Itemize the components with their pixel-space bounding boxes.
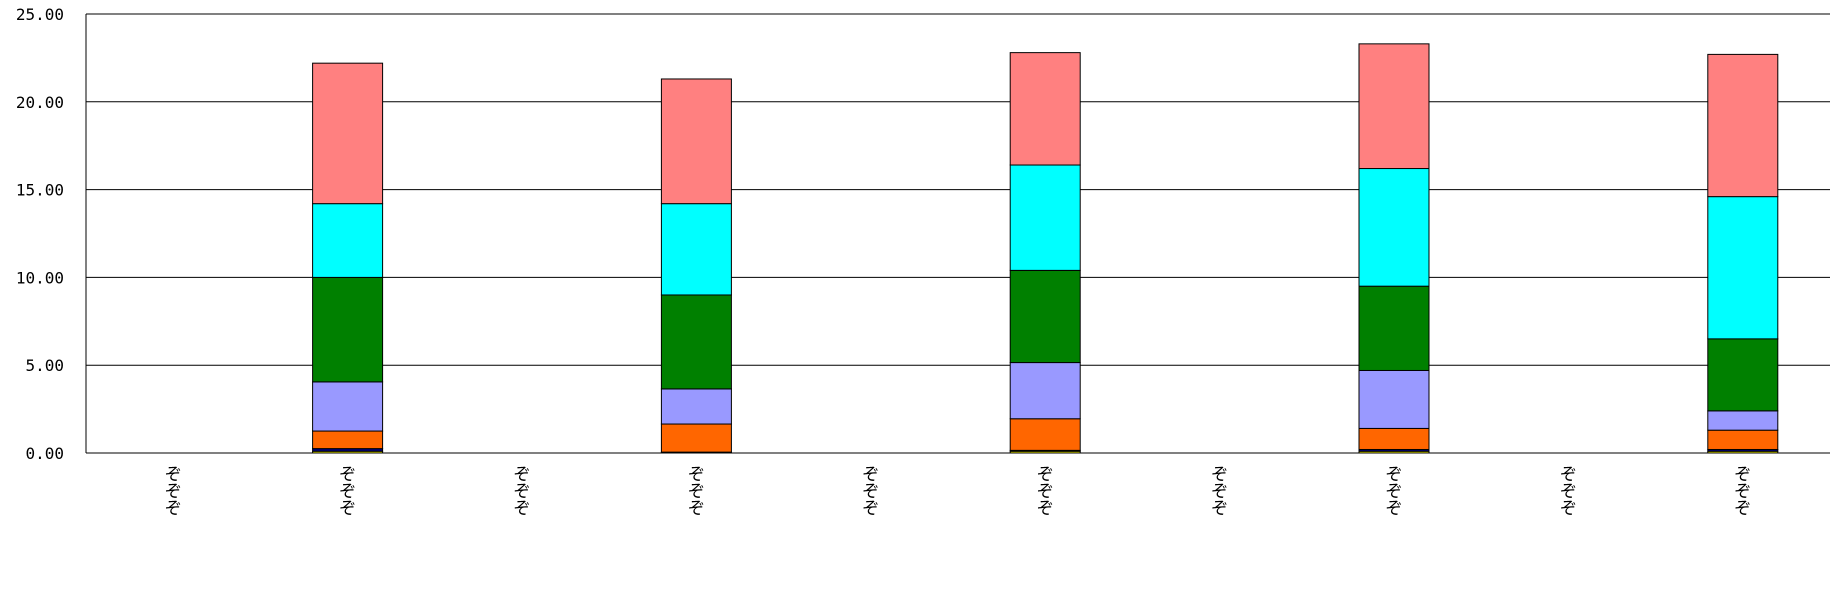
x-tick-label: ぞぞぞ <box>1386 465 1403 519</box>
x-tick-label: ぞぞぞ <box>862 465 879 519</box>
bar-segment <box>1009 164 1081 271</box>
y-tick-label: 15.00 <box>16 181 64 200</box>
x-tick-label: ぞぞぞ <box>688 465 705 519</box>
x-tick-label: ぞぞぞ <box>1211 465 1228 519</box>
bar-segment <box>1707 53 1779 198</box>
x-axis: ぞぞぞ ぞぞぞ ぞぞぞ ぞぞぞ ぞぞぞ ぞぞぞ ぞぞぞ ぞぞぞ ぞぞぞ ぞぞぞ <box>86 452 1830 519</box>
bar-segment <box>1009 418 1081 451</box>
y-tick-label: 5.00 <box>25 356 64 375</box>
y-tick-label: 20.00 <box>16 93 64 112</box>
bar-segment <box>660 203 732 296</box>
y-tick-label: 0.00 <box>25 444 64 463</box>
bar-segment <box>1358 168 1430 287</box>
x-tick-label: ぞぞぞ <box>165 465 182 519</box>
x-tick-label: ぞぞぞ <box>1037 465 1054 519</box>
bar-segment <box>1707 410 1779 431</box>
bar-segment <box>1358 369 1430 429</box>
x-tick-label: ぞぞぞ <box>339 465 356 519</box>
bar-segment <box>312 276 384 383</box>
x-tick-label: ぞぞぞ <box>1734 465 1751 519</box>
bar-segment <box>1009 362 1081 420</box>
bar-segment <box>312 203 384 278</box>
y-axis: 0.00 5.00 10.00 15.00 20.00 25.00 <box>16 5 87 463</box>
bar-segment <box>660 388 732 425</box>
bar-segment <box>312 62 384 205</box>
bar-segment <box>1707 429 1779 450</box>
bar-segment <box>1707 196 1779 340</box>
y-tick-label: 25.00 <box>16 5 64 24</box>
bars <box>312 43 1779 454</box>
bar-segment <box>1358 43 1430 170</box>
bar-segment <box>660 78 732 205</box>
bar-segment <box>1358 285 1430 371</box>
bar-segment <box>660 294 732 390</box>
bar-segment <box>312 430 384 450</box>
bar-segment <box>1009 52 1081 166</box>
x-tick-label: ぞぞぞ <box>1560 465 1577 519</box>
x-tick-label: ぞぞぞ <box>514 465 531 519</box>
y-tick-label: 10.00 <box>16 268 64 287</box>
bar-segment <box>1009 269 1081 364</box>
bar-segment <box>312 381 384 432</box>
bar-segment <box>1358 427 1430 450</box>
bar-segment <box>1707 338 1779 412</box>
bar-segment <box>660 423 732 453</box>
